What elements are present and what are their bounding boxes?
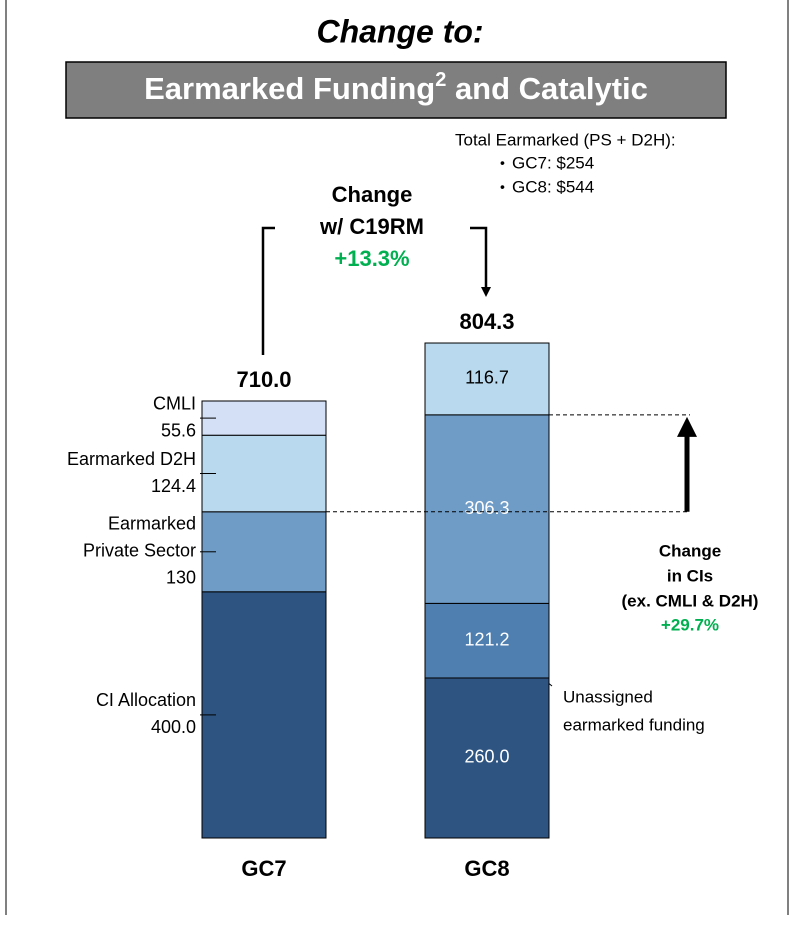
bracket-left [261,226,275,355]
banner-text: Earmarked Funding2 and Catalytic [144,69,648,106]
segment-value: 306.3 [464,498,509,518]
unassigned-label: Unassigned [563,687,653,706]
bullet: • [500,155,505,171]
note-item: GC7: $254 [512,153,594,172]
ci-label: (ex. CMLI & D2H) [622,591,759,610]
x-tick-label: GC8 [464,856,509,881]
bar-segment [201,591,327,839]
banner-main: Earmarked Funding [144,71,435,106]
chart-title: Change to: [316,13,483,49]
ci-label: in CIs [667,566,713,585]
note-heading: Total Earmarked (PS + D2H): [455,130,676,149]
banner-suffix: and Catalytic [446,71,648,106]
change-value: +13.3% [334,246,409,271]
bar-segment [424,342,550,416]
segment-name: Earmarked [108,514,196,534]
unassigned-label: earmarked funding [563,715,705,734]
ci-label: Change [659,541,721,560]
bar-segment [201,511,327,593]
bar-segment [424,677,550,839]
bar-total: 710.0 [236,367,291,392]
note-item: GC8: $544 [512,177,594,196]
bar-segment [424,602,550,679]
bar-segment [424,414,550,604]
bar-segment [201,434,327,513]
segment-name: CMLI [153,393,196,413]
segment-value: 130 [166,568,196,588]
segment-value: 121.2 [464,629,509,649]
ci-value: +29.7% [661,615,719,634]
banner-sup: 2 [435,69,446,91]
segment-value: 400.0 [151,717,196,737]
bar-total: 804.3 [459,309,514,334]
bullet: • [500,179,505,195]
segment-value: 124.4 [151,476,196,496]
segment-value: 116.7 [465,368,509,388]
segment-value: 55.6 [161,420,196,440]
bracket-right [470,226,491,297]
change-label: Change [332,182,413,207]
banner [65,61,727,119]
segment-value: 260.0 [464,747,509,767]
bar-segment [201,400,327,436]
segment-name: CI Allocation [96,690,196,710]
x-tick-label: GC7 [241,856,286,881]
segment-name: Private Sector [83,541,196,561]
change-label: w/ C19RM [319,214,424,239]
segment-name: Earmarked D2H [67,449,196,469]
